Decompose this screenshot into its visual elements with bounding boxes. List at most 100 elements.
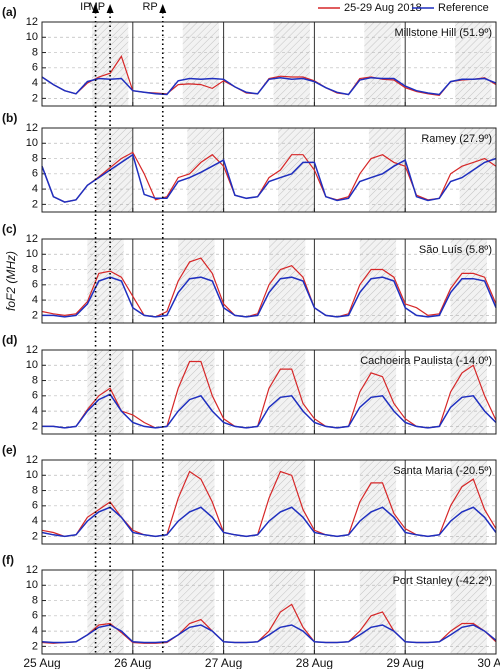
- x-tick-label: 29 Aug: [387, 656, 424, 669]
- night-shade: [273, 22, 310, 106]
- series-line: [41, 151, 497, 203]
- night-shade: [87, 460, 124, 544]
- y-tick-label: 8: [32, 46, 38, 58]
- y-tick-label: 10: [26, 248, 38, 260]
- y-tick-label: 4: [32, 183, 38, 195]
- y-tick-label: 2: [32, 309, 38, 321]
- night-shade: [359, 570, 397, 654]
- panel-label: (f): [2, 553, 14, 567]
- series-line: [41, 153, 497, 203]
- y-tick-label: 2: [32, 92, 38, 104]
- y-tick-label: 6: [32, 279, 38, 291]
- y-tick-label: 6: [32, 610, 38, 622]
- panel-label: (e): [2, 443, 17, 457]
- y-tick-label: 10: [26, 31, 38, 43]
- y-tick-label: 2: [32, 420, 38, 432]
- station-label: São Luís (5.8º): [419, 244, 492, 256]
- night-shade: [87, 570, 124, 654]
- series-line: [41, 624, 497, 644]
- series-line: [41, 506, 497, 538]
- y-tick-label: 10: [26, 579, 38, 591]
- y-tick-label: 4: [32, 77, 38, 89]
- night-shade: [359, 350, 397, 434]
- series-line: [41, 257, 497, 318]
- x-tick-label: 30 Aug: [477, 656, 500, 669]
- y-tick-label: 2: [32, 640, 38, 652]
- y-tick-label: 6: [32, 168, 38, 180]
- series-line: [41, 76, 497, 96]
- legend-label: Reference: [438, 2, 489, 14]
- event-label: IP: [80, 1, 90, 13]
- plot-frame: [41, 349, 497, 435]
- y-tick-label: 12: [26, 344, 38, 356]
- plot-frame: [41, 238, 497, 324]
- x-tick-label: 27 Aug: [205, 656, 242, 669]
- station-label: Millstone Hill (51.9º): [394, 27, 492, 39]
- event-arrow: [92, 4, 100, 13]
- y-axis-label: foF2 (MHz): [4, 251, 18, 311]
- y-tick-label: 4: [32, 294, 38, 306]
- night-shade: [459, 128, 496, 212]
- station-label: Ramey (27.9º): [421, 133, 492, 145]
- night-shade: [450, 350, 487, 434]
- y-tick-label: 10: [26, 137, 38, 149]
- y-tick-label: 8: [32, 263, 38, 275]
- panel-label: (b): [2, 111, 17, 125]
- event-label: RP: [142, 1, 157, 13]
- night-shade: [87, 350, 124, 434]
- event-label: MP: [89, 1, 106, 13]
- x-tick-label: 26 Aug: [114, 656, 151, 669]
- night-shade: [178, 350, 215, 434]
- y-tick-label: 8: [32, 484, 38, 496]
- x-tick-label: 28 Aug: [296, 656, 333, 669]
- station-label: Santa Maria (-20.5º): [393, 465, 492, 477]
- event-arrow: [106, 4, 114, 13]
- station-label: Port Stanley (-42.2º): [393, 575, 492, 587]
- series-line: [41, 55, 497, 96]
- y-tick-label: 2: [32, 198, 38, 210]
- night-shade: [364, 22, 401, 106]
- night-shade: [178, 570, 215, 654]
- panel-label: (c): [2, 222, 17, 236]
- night-shade: [87, 239, 124, 323]
- legend-label: 25-29 Aug 2018: [344, 2, 422, 14]
- y-tick-label: 10: [26, 359, 38, 371]
- y-tick-label: 8: [32, 374, 38, 386]
- y-tick-label: 12: [26, 122, 38, 134]
- x-tick-label: 25 Aug: [23, 656, 60, 669]
- event-arrow: [159, 4, 167, 13]
- night-shade: [178, 239, 215, 323]
- plot-frame: [41, 569, 497, 655]
- y-tick-label: 4: [32, 405, 38, 417]
- night-shade: [450, 460, 487, 544]
- night-shade: [359, 239, 397, 323]
- night-shade: [455, 22, 492, 106]
- y-tick-label: 6: [32, 62, 38, 74]
- station-label: Cachoeira Paulista (-14.0º): [360, 355, 492, 367]
- night-shade: [450, 570, 487, 654]
- night-shade: [359, 460, 397, 544]
- night-shade: [269, 239, 306, 323]
- y-tick-label: 6: [32, 390, 38, 402]
- night-shade: [178, 460, 215, 544]
- plot-frame: [41, 459, 497, 545]
- y-tick-label: 8: [32, 152, 38, 164]
- plot-frame: [41, 21, 497, 107]
- panel-label: (a): [2, 5, 17, 19]
- y-tick-label: 12: [26, 564, 38, 576]
- y-tick-label: 6: [32, 500, 38, 512]
- y-tick-label: 12: [26, 454, 38, 466]
- night-shade: [269, 570, 306, 654]
- night-shade: [182, 22, 220, 106]
- y-tick-label: 12: [26, 233, 38, 245]
- y-tick-label: 2: [32, 530, 38, 542]
- y-tick-label: 8: [32, 594, 38, 606]
- night-shade: [96, 128, 133, 212]
- series-line: [42, 393, 497, 429]
- y-tick-label: 12: [26, 16, 38, 28]
- series-line: [42, 276, 497, 318]
- plot-frame: [41, 127, 497, 213]
- y-tick-label: 4: [32, 625, 38, 637]
- panel-label: (d): [2, 333, 17, 347]
